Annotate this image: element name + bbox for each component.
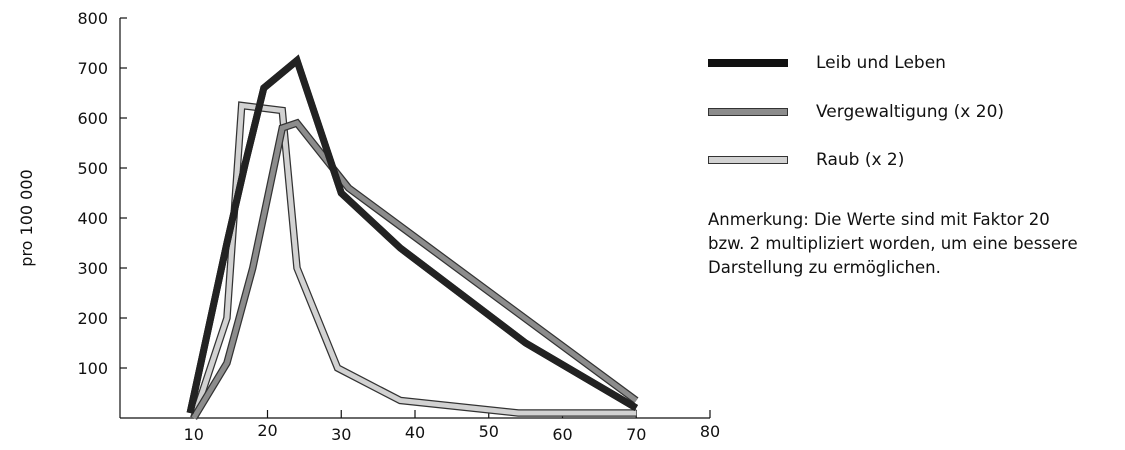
- series-3: [190, 101, 637, 420]
- legend-swatch: [708, 156, 788, 164]
- y-tick-label: 300: [77, 259, 108, 278]
- legend-swatch: [708, 59, 788, 67]
- x-tick-label: 60: [552, 425, 572, 444]
- series-1: [186, 54, 639, 414]
- x-tick-label: 50: [479, 422, 499, 441]
- legend-swatch: [708, 108, 788, 116]
- series-layer: [186, 54, 639, 420]
- legend-label: Raub (x 2): [816, 150, 904, 170]
- series-2: [190, 118, 639, 420]
- y-axis-title: pro 100 000: [17, 169, 36, 266]
- y-tick-label: 600: [77, 109, 108, 128]
- legend-label: Vergewaltigung (x 20): [816, 102, 1004, 122]
- y-tick-label: 200: [77, 309, 108, 328]
- chart-annotation: Anmerkung: Die Werte sind mit Faktor 20 …: [708, 208, 1125, 280]
- y-tick-label: 500: [77, 159, 108, 178]
- legend-item: Raub (x 2): [708, 150, 904, 170]
- series-line: [186, 54, 639, 414]
- legend: Leib und Leben Vergewaltigung (x 20) Raub …: [708, 53, 1004, 170]
- legend-item: Vergewaltigung (x 20): [708, 102, 1004, 122]
- x-ticks: 10 20 30 40 50 60 70 80: [184, 410, 720, 444]
- x-tick-label: 30: [331, 425, 351, 444]
- y-tick-label: 400: [77, 209, 108, 228]
- x-tick-label: 70: [626, 425, 646, 444]
- y-tick-label: 100: [77, 359, 108, 378]
- x-tick-label: 20: [257, 421, 277, 440]
- series-outline: [190, 118, 639, 420]
- y-tick-label: 800: [77, 9, 108, 28]
- legend-label: Leib und Leben: [816, 53, 946, 73]
- annotation-line-2: bzw. 2 multipliziert worden, um eine bes…: [708, 234, 1078, 253]
- series-line: [191, 102, 637, 419]
- annotation-line-3: Darstellung zu ermöglichen.: [708, 258, 941, 277]
- x-tick-label: 10: [184, 425, 204, 444]
- annotation-line-1: Anmerkung: Die Werte sind mit Faktor 20: [708, 210, 1050, 229]
- legend-item: Leib und Leben: [708, 53, 946, 73]
- y-tick-label: 700: [77, 59, 108, 78]
- axes: [119, 18, 710, 419]
- series-line: [191, 120, 638, 420]
- y-ticks: 100 200 300 400 500 600 700 800: [77, 9, 127, 378]
- x-tick-label: 80: [700, 422, 720, 441]
- x-tick-label: 40: [405, 423, 425, 442]
